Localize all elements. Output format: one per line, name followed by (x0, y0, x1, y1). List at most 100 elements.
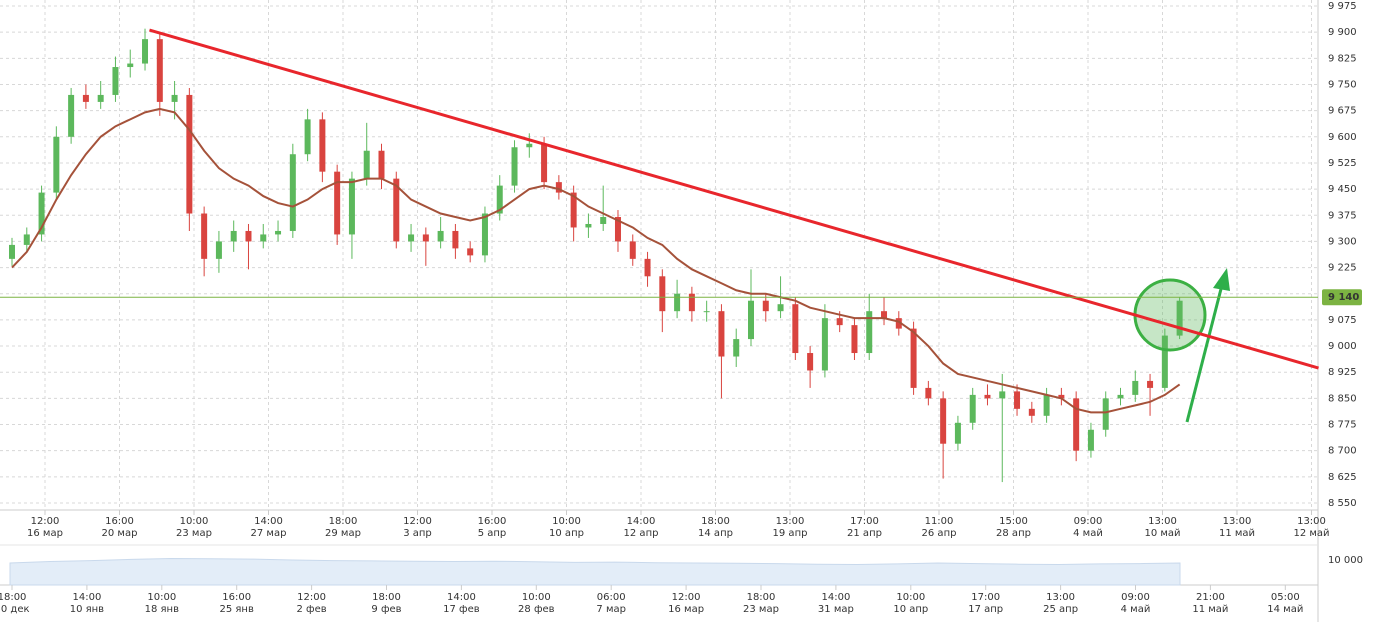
candle-body (171, 94, 178, 102)
grid (0, 0, 1318, 510)
candle-body (408, 234, 415, 242)
candle-body (1161, 335, 1168, 388)
y-tick-label: 9 750 (1328, 79, 1357, 90)
candle-body (688, 293, 695, 312)
candle-body (821, 318, 828, 371)
candle-body (969, 394, 976, 423)
x-tick-label: 16 мар (27, 528, 63, 539)
candle-body (1028, 408, 1035, 416)
y-tick-label: 8 775 (1328, 420, 1357, 431)
x-tick-label: 5 апр (478, 528, 507, 539)
navigator-tick-label: 17 фев (443, 604, 480, 615)
candle-body (925, 387, 932, 399)
candle-body (334, 171, 341, 235)
y-tick-label: 8 625 (1328, 472, 1357, 483)
highlight-circle (1133, 278, 1207, 352)
candle-body (541, 143, 548, 183)
navigator-tick-label: 25 апр (1043, 604, 1078, 615)
x-tick-label: 16:00 (478, 516, 507, 527)
navigator-tick-label: 30 дек (0, 604, 30, 615)
x-tick-label: 26 апр (922, 528, 957, 539)
candle-body (733, 339, 740, 357)
navigator-tick-label: 13:00 (1046, 592, 1075, 603)
navigator-tick-label: 06:00 (597, 592, 626, 603)
trendline (149, 28, 1319, 370)
candle-body (275, 230, 282, 235)
y-tick-label: 9 000 (1328, 341, 1357, 352)
candle-body (777, 304, 784, 312)
x-tick-label: 12:00 (403, 516, 432, 527)
navigator-tick-label: 10:00 (896, 592, 925, 603)
candle-body (38, 192, 45, 235)
y-tick-label: 9 825 (1328, 53, 1357, 64)
navigator-tick-label: 23 мар (743, 604, 779, 615)
x-tick-label: 21 апр (847, 528, 882, 539)
navigator-tick-label: 18:00 (0, 592, 26, 603)
x-tick-label: 13:00 (1148, 516, 1177, 527)
y-tick-label: 8 925 (1328, 367, 1357, 378)
x-tick-label: 09:00 (1074, 516, 1103, 527)
x-tick-label: 13:00 (776, 516, 805, 527)
x-tick-label: 20 мар (102, 528, 138, 539)
x-tick-label: 28 апр (996, 528, 1031, 539)
candle-body (792, 304, 799, 354)
navigator-tick-label: 18:00 (747, 592, 776, 603)
x-tick-label: 15:00 (999, 516, 1028, 527)
candle-body (954, 422, 961, 444)
y-tick-label: 8 700 (1328, 446, 1357, 457)
candle-body (1087, 429, 1094, 451)
candle-body (9, 244, 15, 259)
candle-body (881, 311, 888, 319)
candle-body (674, 293, 681, 312)
navigator-tick-label: 2 фев (297, 604, 327, 615)
navigator-tick-label: 18 янв (145, 604, 179, 615)
candle-body (511, 147, 518, 186)
navigator-tick-label: 17:00 (971, 592, 1000, 603)
candle-body (156, 39, 163, 102)
x-tick-label: 27 мар (251, 528, 287, 539)
navigator-tick-label: 12:00 (672, 592, 701, 603)
navigator-tick-label: 7 мар (596, 604, 626, 615)
candle-body (1043, 394, 1050, 416)
candle-body (201, 213, 208, 259)
y-tick-label: 9 225 (1328, 263, 1357, 274)
navigator-tick-label: 14 май (1267, 604, 1303, 615)
candle-body (748, 300, 754, 340)
navigator-tick-label: 14:00 (72, 592, 101, 603)
x-tick-label: 18:00 (329, 516, 358, 527)
candle-body (393, 178, 400, 242)
candle-body (1176, 300, 1183, 336)
y-tick-label: 9 675 (1328, 106, 1357, 117)
navigator-tick-label: 25 янв (220, 604, 254, 615)
candle-body (999, 391, 1006, 399)
candle-body (82, 94, 89, 102)
candle-body (23, 234, 30, 245)
x-tick-label: 13:00 (1297, 516, 1326, 527)
last-price-label: 9 140 (1328, 292, 1359, 303)
navigator-tick-label: 9 фев (371, 604, 401, 615)
navigator-tick-label: 05:00 (1271, 592, 1300, 603)
x-tick-label: 14:00 (627, 516, 656, 527)
navigator-tick-label: 10 000 (1328, 555, 1363, 566)
candle-body (260, 234, 267, 242)
candle-body (481, 213, 488, 256)
candle-body (1073, 398, 1080, 451)
candle-body (1102, 398, 1109, 430)
x-tick-label: 14 апр (698, 528, 733, 539)
candle-body (245, 230, 252, 242)
x-tick-label: 10 май (1144, 528, 1180, 539)
candle-body (836, 318, 843, 326)
candle-body (496, 185, 503, 214)
navigator-tick-label: 16 мар (668, 604, 704, 615)
navigator-tick-label: 31 мар (818, 604, 854, 615)
x-tick-label: 12 май (1293, 528, 1329, 539)
candle-body (910, 328, 917, 388)
candle-body (1058, 394, 1065, 399)
y-tick-label: 9 075 (1328, 315, 1357, 326)
candle-body (53, 136, 60, 193)
candle-body (807, 353, 814, 371)
x-tick-label: 10 апр (549, 528, 584, 539)
x-tick-label: 12:00 (31, 516, 60, 527)
candle-body (378, 150, 385, 179)
candle-body (895, 318, 902, 329)
